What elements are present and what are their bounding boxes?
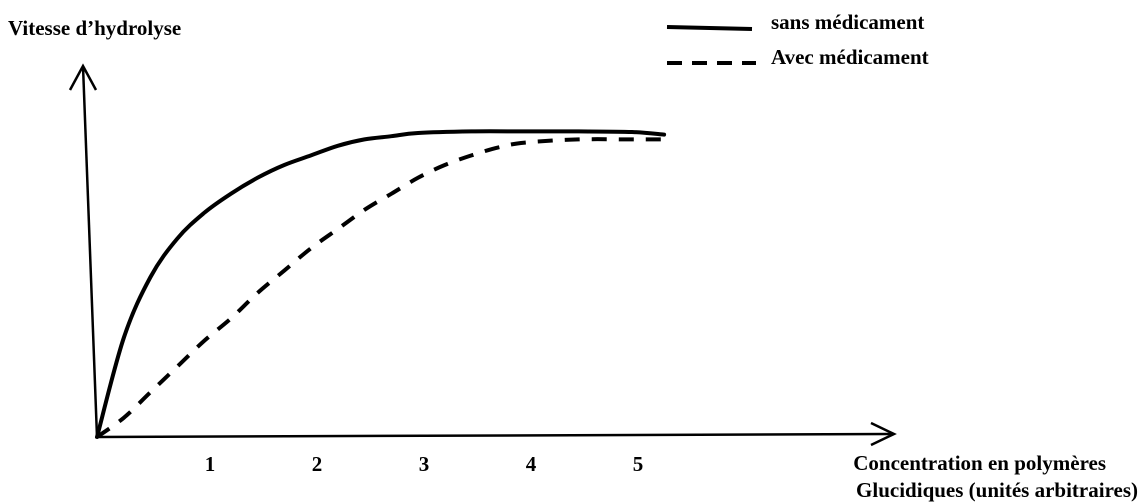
x-axis: [96, 432, 895, 439]
legend: sans médicament Avec médicament: [666, 10, 929, 69]
x-tick-labels: 1 2 3 4 5: [205, 452, 644, 476]
y-axis-arrowhead: [68, 63, 98, 91]
x-tick-label-2: 2: [312, 452, 323, 476]
legend-label-sans-medicament: sans médicament: [771, 10, 924, 34]
legend-label-avec-medicament: Avec médicament: [771, 45, 929, 69]
y-axis: [81, 65, 99, 438]
y-axis-label: Vitesse d’hydrolyse: [8, 16, 181, 40]
x-tick-label-4: 4: [526, 452, 537, 476]
x-tick-label-5: 5: [633, 452, 644, 476]
legend-swatch-sans-medicament: [666, 25, 753, 31]
x-axis-label-line-2: Glucidiques (unités arbitraires): [856, 478, 1138, 502]
series-line-avec-medicament: [95, 137, 665, 439]
series-line-sans-medicament: [95, 129, 667, 439]
x-tick-label-3: 3: [419, 452, 430, 476]
x-axis-arrowhead: [870, 421, 897, 447]
x-tick-label-1: 1: [205, 452, 216, 476]
x-axis-label-line-1: Concentration en polymères: [853, 451, 1106, 475]
